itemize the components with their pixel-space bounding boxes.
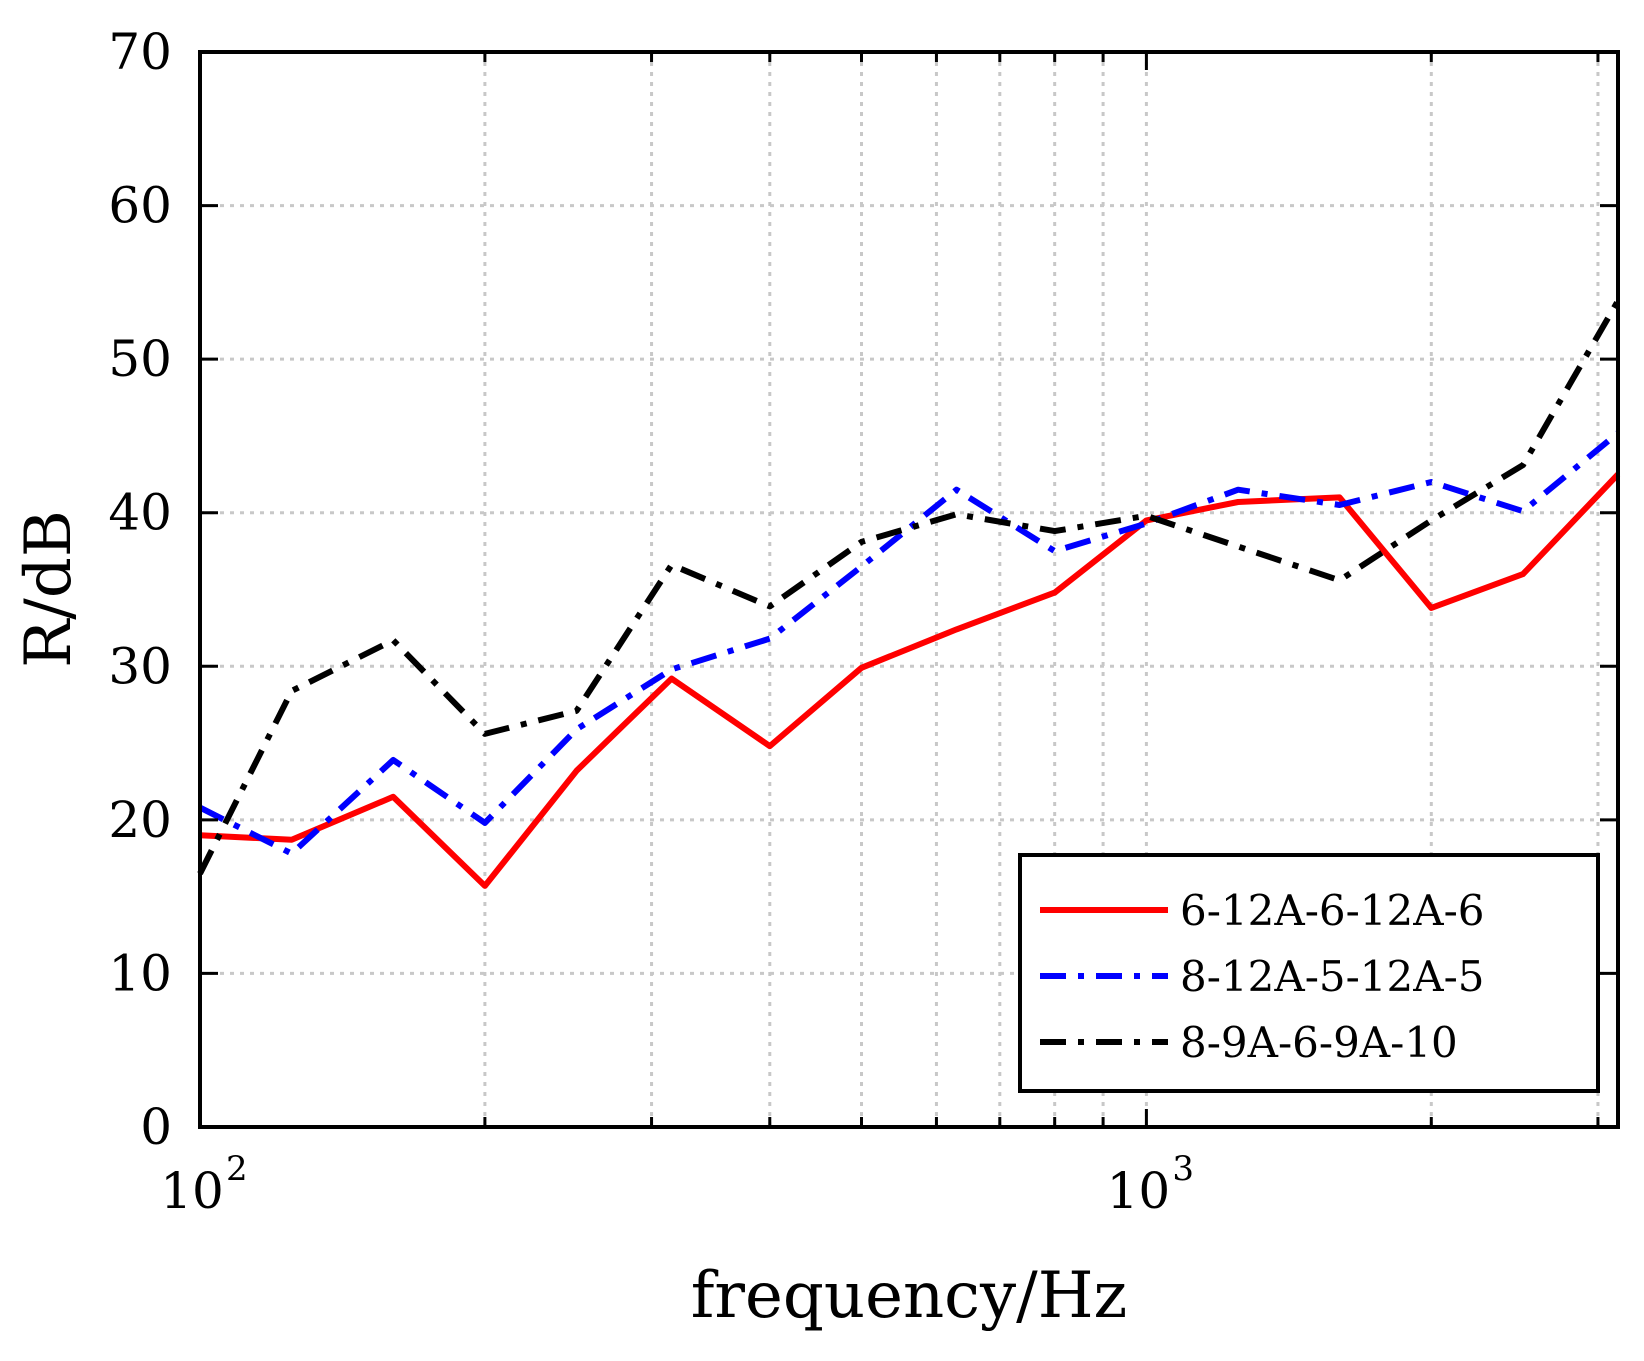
x-tick-label: 10 3 bbox=[1107, 1149, 1194, 1220]
y-tick-labels: 0 10 20 30 40 50 60 70 bbox=[108, 23, 172, 1156]
x-tick-label-exponent: 2 bbox=[226, 1149, 248, 1189]
y-tick-label: 20 bbox=[108, 791, 172, 849]
legend-label-2: 8-12A-5-12A-5 bbox=[1180, 952, 1484, 1001]
x-axis-label: frequency/Hz bbox=[691, 1259, 1128, 1333]
y-tick-label: 30 bbox=[108, 637, 172, 695]
y-tick-label: 0 bbox=[140, 1098, 172, 1156]
plot-frame bbox=[198, 50, 1620, 1129]
x-tick-label-base: 10 bbox=[1107, 1162, 1171, 1220]
legend-label-1: 6-12A-6-12A-6 bbox=[1180, 886, 1484, 935]
tick-marks bbox=[200, 50, 1618, 1129]
y-tick-label: 60 bbox=[108, 177, 172, 235]
y-tick-label: 50 bbox=[108, 330, 172, 388]
series-line-2 bbox=[198, 430, 1620, 857]
legend-label-3: 8-9A-6-9A-10 bbox=[1180, 1018, 1458, 1067]
series-group bbox=[197, 299, 1621, 889]
y-axis-label: R/dB bbox=[12, 510, 86, 668]
x-tick-label: 10 2 bbox=[160, 1149, 247, 1220]
x-tick-label-base: 10 bbox=[160, 1162, 224, 1220]
series-line-1 bbox=[199, 472, 1621, 889]
x-tick-labels: 10 2 10 3 bbox=[160, 1149, 1194, 1220]
y-tick-label: 70 bbox=[108, 23, 172, 81]
series-line-3 bbox=[197, 299, 1621, 875]
x-tick-label-exponent: 3 bbox=[1172, 1149, 1194, 1189]
legend: 6-12A-6-12A-6 8-12A-5-12A-5 8-9A-6-9A-10 bbox=[1018, 853, 1600, 1093]
y-tick-label: 10 bbox=[108, 944, 172, 1002]
y-tick-label: 40 bbox=[108, 484, 172, 542]
